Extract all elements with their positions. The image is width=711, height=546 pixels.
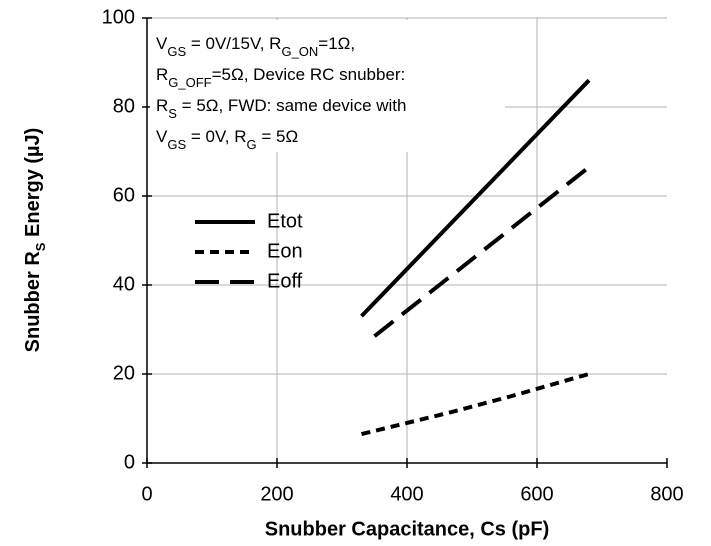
annotation-sub: S bbox=[168, 106, 177, 121]
y-axis-title: Snubber RS Energy (µJ) bbox=[22, 128, 48, 353]
annotation-sub: G bbox=[246, 137, 256, 152]
annotation-sub: G_ON bbox=[281, 44, 318, 59]
y-title-part: Snubber R bbox=[22, 251, 44, 353]
annotation-line: VGS = 0V, RG = 5Ω bbox=[156, 127, 298, 151]
y-title-sub: S bbox=[33, 242, 48, 251]
y-tick-label: 20 bbox=[113, 362, 135, 384]
y-tick-label: 0 bbox=[124, 451, 135, 473]
annotation-text: R bbox=[156, 65, 168, 84]
series-line bbox=[361, 372, 590, 437]
x-tick-label: 200 bbox=[260, 483, 293, 505]
annotation-line: RS = 5Ω, FWD: same device with bbox=[156, 96, 406, 120]
legend-label: Eon bbox=[267, 240, 303, 262]
series-line bbox=[373, 165, 591, 338]
annotation-text: V bbox=[156, 34, 168, 53]
x-tick-label: 800 bbox=[650, 483, 683, 505]
y-tick-label: 100 bbox=[102, 6, 135, 28]
annotation-text: =5Ω, Device RC snubber: bbox=[212, 65, 406, 84]
annotation-sub: G_OFF bbox=[168, 75, 211, 90]
annotation-text: = 5Ω bbox=[257, 127, 299, 146]
annotation-line: VGS = 0V/15V, RG_ON=1Ω, bbox=[156, 34, 355, 58]
series-line bbox=[360, 78, 591, 318]
annotation-text: = 0V, R bbox=[186, 127, 246, 146]
annotation-text: = 0V/15V, R bbox=[186, 34, 281, 53]
annotation-text: V bbox=[156, 127, 168, 146]
annotation-text: =1Ω, bbox=[318, 34, 355, 53]
annotation-box bbox=[150, 20, 505, 152]
y-tick-label: 40 bbox=[113, 273, 135, 295]
annotation-sub: GS bbox=[167, 137, 186, 152]
legend-label: Etot bbox=[267, 210, 303, 232]
annotation-text: R bbox=[156, 96, 168, 115]
legend-label: Eoff bbox=[267, 270, 303, 292]
x-tick-label: 0 bbox=[141, 483, 152, 505]
x-tick-label: 600 bbox=[520, 483, 553, 505]
annotation-text: = 5Ω, FWD: same device with bbox=[177, 96, 407, 115]
x-axis-title: Snubber Capacitance, Cs (pF) bbox=[265, 518, 550, 540]
y-tick-label: 60 bbox=[113, 184, 135, 206]
y-title-part: Energy (µJ) bbox=[22, 128, 44, 243]
y-tick-label: 80 bbox=[113, 95, 135, 117]
annotation-line: RG_OFF=5Ω, Device RC snubber: bbox=[156, 65, 405, 89]
x-tick-label: 400 bbox=[390, 483, 423, 505]
annotation-sub: GS bbox=[167, 44, 186, 59]
